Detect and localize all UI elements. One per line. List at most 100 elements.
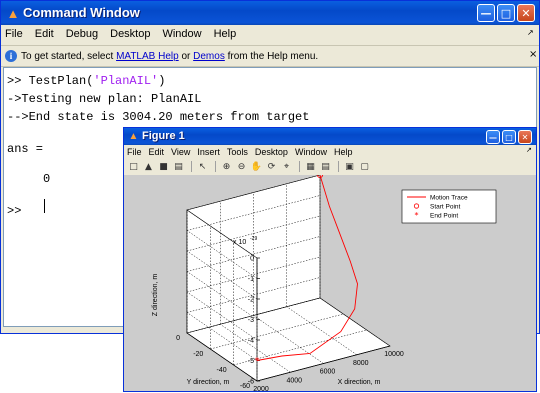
command-window-menubar: File Edit Debug Desktop Window Help ↗ — [1, 25, 539, 43]
console-paren: ) — [158, 74, 166, 88]
console-string-literal: 'PlanAIL' — [93, 74, 159, 88]
figure-toolbar: □ ▲ ■ ▤ ↖ ⊕ ⊖ ✋ ⟳ ⌖ ▦ ▤ ▣ ▢ — [124, 159, 536, 174]
y-tick-label: -40 — [217, 367, 227, 374]
new-file-icon[interactable]: □ — [129, 161, 138, 172]
figure-title: Figure 1 — [142, 130, 185, 142]
grid-line — [186, 297, 321, 334]
info-icon: i — [5, 50, 17, 62]
z-axis-label: Z direction, m — [152, 274, 159, 317]
print-icon[interactable]: ▤ — [174, 161, 183, 172]
z-exponent-power: -29 — [250, 236, 257, 242]
grid-line — [186, 277, 321, 313]
command-window-titlebar[interactable]: ▲ Command Window — □ ✕ — [1, 1, 539, 25]
console-line-command: >> TestPlan('PlanAIL') — [7, 74, 165, 88]
plot-svg: 0-1-2-3-4-5-60-20-40-60 20004000600080001… — [152, 175, 497, 393]
data-cursor-icon[interactable]: ⌖ — [283, 161, 290, 172]
pointer-icon[interactable]: ↖ — [198, 161, 207, 172]
menu-edit[interactable]: Edit — [34, 28, 54, 40]
menu-help[interactable]: Help — [213, 28, 237, 40]
close-button[interactable]: ✕ — [517, 4, 535, 22]
figure-minimize-button[interactable]: — — [486, 130, 500, 144]
fig-menu-view[interactable]: View — [171, 146, 191, 157]
fig-menu-file[interactable]: File — [127, 146, 142, 157]
maximize-button[interactable]: □ — [497, 4, 515, 22]
y-tick-label: -60 — [240, 383, 250, 390]
fig-menu-help[interactable]: Help — [333, 146, 353, 157]
fig-menu-desktop[interactable]: Desktop — [254, 146, 288, 157]
zoom-out-icon[interactable]: ⊖ — [237, 161, 246, 172]
z-exponent-label: x 10 — [233, 239, 246, 246]
console-line-value: 0 — [7, 172, 51, 186]
menu-file[interactable]: File — [5, 28, 23, 40]
menu-desktop[interactable]: Desktop — [110, 28, 151, 40]
fig-menu-edit[interactable]: Edit — [148, 146, 165, 157]
z-tick-label: -1 — [248, 276, 254, 283]
console-line-prompt: >> — [7, 204, 22, 218]
matlab-help-link[interactable]: MATLAB Help — [116, 50, 179, 62]
grid-line — [186, 195, 321, 231]
figure-titlebar[interactable]: ▲ Figure 1 — □ ✕ — [124, 128, 536, 145]
pan-icon[interactable]: ✋ — [250, 161, 263, 172]
figure-undock-arrow-icon[interactable]: ↗ — [526, 146, 532, 154]
fig-menu-tools[interactable]: Tools — [226, 146, 248, 157]
console-line-end-state: -->End state is 3004.20 meters from targ… — [7, 110, 310, 124]
x-axis-line — [256, 345, 391, 382]
y-tick-label: 0 — [176, 335, 180, 342]
legend-item-end-point: End Point — [430, 213, 458, 220]
grid-line — [233, 329, 367, 366]
z-tick-label: -6 — [248, 379, 254, 386]
z-tick-label: -3 — [248, 317, 254, 324]
legend-end-swatch: * — [415, 211, 419, 220]
z-tick-label: 0 — [250, 256, 254, 263]
x-axis-label: X direction, m — [338, 379, 381, 386]
grid-line — [186, 230, 258, 279]
toolbar-separator — [191, 161, 192, 172]
open-icon[interactable]: ▲ — [145, 161, 152, 172]
undock-arrow-icon[interactable]: ↗ — [527, 28, 534, 37]
help-bar-suffix: from the Help menu. — [224, 50, 319, 62]
figure-window: ▲ Figure 1 — □ ✕ File Edit View Insert T… — [123, 127, 537, 393]
show-plot-tools-icon[interactable]: ▢ — [360, 161, 369, 172]
legend-icon[interactable]: ▤ — [321, 161, 330, 172]
z-tick-label: -4 — [248, 338, 254, 345]
x-tick-label: 10000 — [384, 351, 404, 358]
fig-menu-insert[interactable]: Insert — [197, 146, 220, 157]
help-bar-prefix: To get started, select — [21, 50, 117, 62]
figure-plot-area: 0 -1 -2 -3 -4 -5 -6 0 -20 -40 -60 2000 4000 6000 8000 1… — [124, 175, 536, 393]
grid-line — [220, 324, 291, 373]
y-axis-label: Y direction, m — [187, 379, 230, 386]
minimize-icon: — — [489, 132, 497, 142]
grid-line — [186, 271, 258, 320]
end-point-marker: * — [255, 357, 260, 367]
grid-line — [186, 209, 258, 259]
fig-menu-window[interactable]: Window — [294, 146, 327, 157]
legend-start-swatch — [413, 203, 420, 209]
help-bar-or: or — [178, 50, 194, 62]
figure-close-button[interactable]: ✕ — [518, 130, 532, 144]
menu-debug[interactable]: Debug — [65, 28, 99, 40]
grid-line — [186, 256, 321, 293]
minimize-button[interactable]: — — [477, 4, 495, 22]
figure-maximize-button[interactable]: □ — [502, 130, 516, 144]
zoom-in-icon[interactable]: ⊕ — [222, 161, 231, 172]
x-tick-label: 8000 — [353, 360, 369, 367]
grid-line — [186, 175, 321, 211]
hide-plot-tools-icon[interactable]: ▣ — [345, 161, 354, 172]
close-icon: ✕ — [521, 132, 529, 142]
y-axis-line — [186, 332, 258, 382]
grid-line — [186, 312, 258, 361]
toolbar-separator — [338, 161, 339, 172]
close-help-bar-icon[interactable]: × — [529, 49, 538, 60]
menu-window[interactable]: Window — [162, 28, 202, 40]
plot-container[interactable]: 0 -1 -2 -3 -4 -5 -6 0 -20 -40 -60 2000 4000 6000 8000 1… — [124, 175, 536, 393]
y-tick-label: -20 — [193, 351, 203, 358]
figure-menubar: File Edit View Insert Tools Desktop Wind… — [124, 145, 536, 158]
save-icon[interactable]: ■ — [159, 161, 168, 172]
console-line-testing: ->Testing new plan: PlanAIL — [7, 92, 202, 106]
colorbar-icon[interactable]: ▦ — [306, 161, 315, 172]
grid-line — [286, 306, 357, 355]
grid-line — [210, 313, 344, 350]
rotate-icon[interactable]: ⟳ — [267, 161, 276, 172]
x-tick-label: 6000 — [320, 369, 336, 376]
demos-link[interactable]: Demos — [193, 50, 225, 62]
